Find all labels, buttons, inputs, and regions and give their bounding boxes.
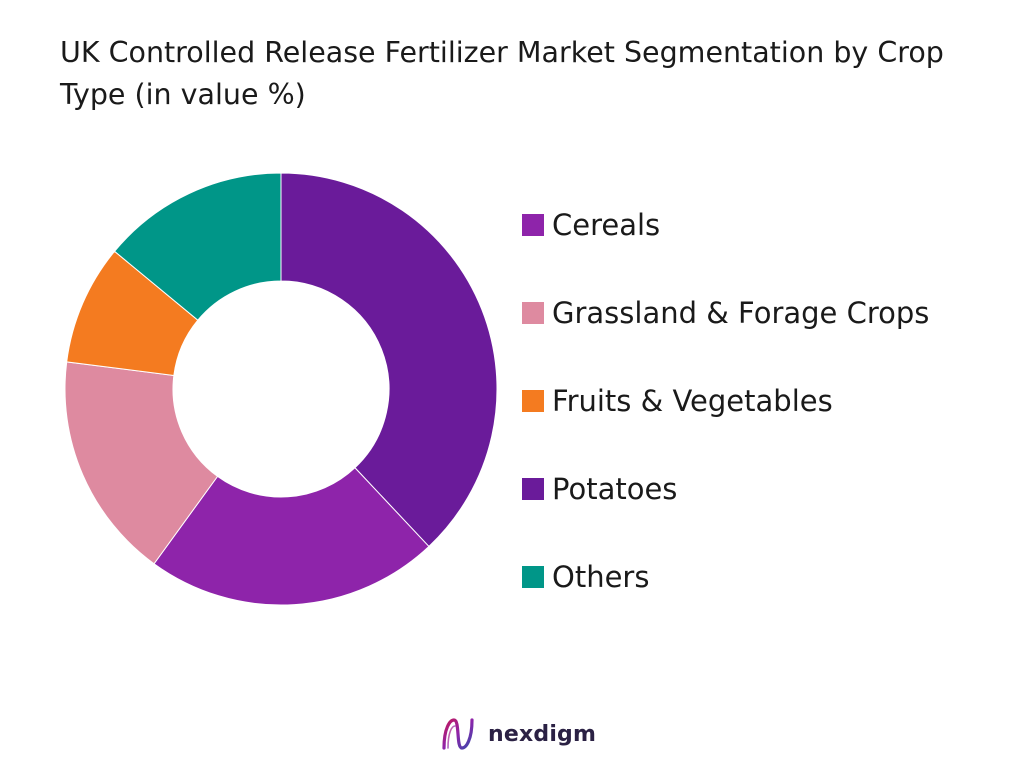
legend-swatch xyxy=(522,566,544,588)
slice-potatoes xyxy=(280,172,498,548)
slice-grassland-forage-crops xyxy=(64,361,219,565)
brand-footer: nexdigm xyxy=(438,714,596,754)
legend-swatch xyxy=(522,214,544,236)
legend-item-grassland-forage-crops: Grassland & Forage Crops xyxy=(522,290,929,336)
legend-swatch xyxy=(522,302,544,324)
legend-item-fruits-vegetables: Fruits & Vegetables xyxy=(522,378,929,424)
legend-swatch xyxy=(522,478,544,500)
legend-item-others: Others xyxy=(522,554,929,600)
legend-label: Cereals xyxy=(552,208,661,242)
slice-others xyxy=(113,172,282,321)
chart-legend: Cereals Grassland & Forage Crops Fruits & … xyxy=(522,202,929,642)
legend-label: Potatoes xyxy=(552,472,678,506)
brand-name: nexdigm xyxy=(488,721,597,747)
legend-item-potatoes: Potatoes xyxy=(522,466,929,512)
legend-label: Fruits & Vegetables xyxy=(552,384,833,418)
slice-cereals xyxy=(153,467,430,606)
chart-title: UK Controlled Release Fertilizer Market … xyxy=(60,36,944,111)
nexdigm-logo-icon xyxy=(442,718,474,750)
legend-label: Grassland & Forage Crops xyxy=(552,296,930,330)
legend-item-cereals: Cereals xyxy=(522,202,929,248)
legend-label: Others xyxy=(552,560,650,594)
legend-swatch xyxy=(522,390,544,412)
